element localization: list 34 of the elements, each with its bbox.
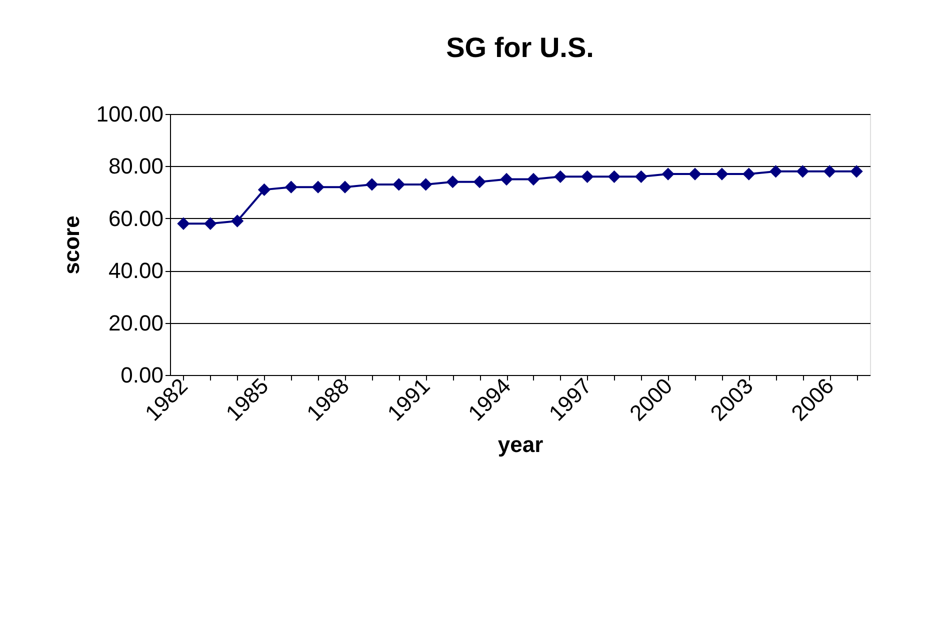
- chart-title: SG for U.S.: [446, 32, 594, 63]
- point: [662, 168, 674, 180]
- point: [446, 176, 460, 188]
- point: [419, 178, 432, 191]
- y-tick-label: 20.00: [108, 310, 164, 336]
- point: [473, 176, 486, 188]
- y-tick-label: 100.00: [96, 102, 164, 126]
- point: [527, 172, 540, 186]
- point: [769, 165, 782, 178]
- point: [634, 170, 648, 183]
- point: [554, 170, 567, 183]
- y-tick-label: 40.00: [108, 258, 164, 284]
- point: [366, 178, 378, 191]
- point: [204, 217, 217, 230]
- point: [258, 183, 271, 196]
- y-tick-label: 60.00: [108, 206, 164, 231]
- point: [850, 165, 863, 178]
- x-axis-title: year: [498, 432, 544, 457]
- point: [392, 178, 406, 191]
- y-tick-label: 80.00: [108, 154, 164, 179]
- point: [716, 168, 728, 180]
- point: [608, 170, 621, 183]
- point: [580, 170, 594, 183]
- point: [742, 168, 756, 180]
- point: [230, 214, 244, 228]
- y-axis-title: score: [59, 216, 84, 274]
- point: [177, 217, 190, 230]
- point: [312, 180, 324, 194]
- point: [284, 180, 298, 194]
- point: [688, 168, 702, 180]
- point: [338, 180, 352, 194]
- point: [500, 172, 513, 186]
- point: [823, 165, 836, 178]
- point: [796, 165, 810, 178]
